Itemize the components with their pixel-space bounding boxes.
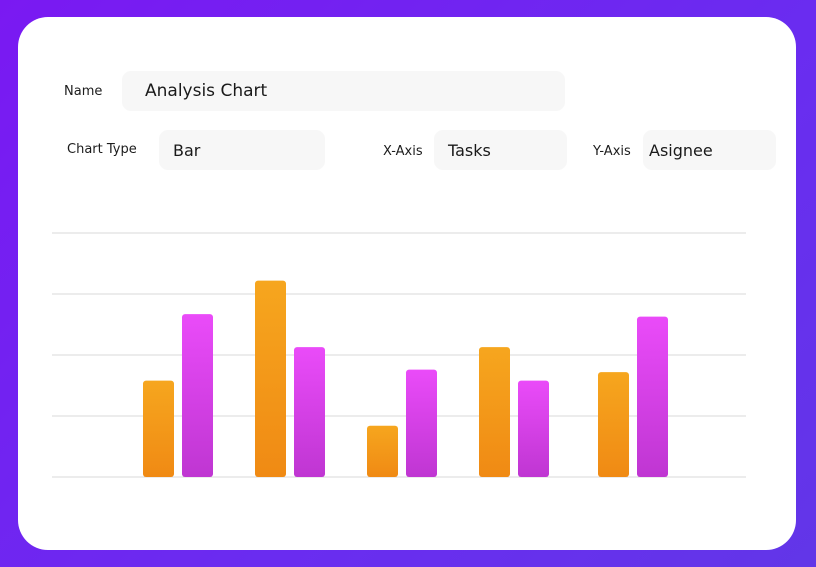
- bar-orange-2[interactable]: [255, 280, 286, 477]
- bar-pink-5[interactable]: [637, 316, 668, 477]
- bar-pink-4[interactable]: [518, 380, 549, 477]
- bar-orange-4[interactable]: [479, 347, 510, 477]
- x-axis-select[interactable]: Tasks: [434, 130, 567, 170]
- bar-pink-1[interactable]: [182, 314, 213, 477]
- y-axis-label: Y-Axis: [593, 144, 631, 159]
- y-axis-select[interactable]: Asignee: [643, 130, 776, 170]
- name-input[interactable]: Analysis Chart: [122, 71, 565, 111]
- bar-pink-2[interactable]: [294, 347, 325, 477]
- chart-type-label: Chart Type: [67, 142, 137, 157]
- chart-type-select[interactable]: Bar: [159, 130, 325, 170]
- bar-orange-3[interactable]: [367, 425, 398, 477]
- x-axis-label: X-Axis: [383, 144, 423, 159]
- bars: [143, 280, 668, 477]
- name-label: Name: [64, 84, 103, 99]
- bar-orange-1[interactable]: [143, 380, 174, 477]
- bar-orange-5[interactable]: [598, 372, 629, 477]
- bar-pink-3[interactable]: [406, 369, 437, 477]
